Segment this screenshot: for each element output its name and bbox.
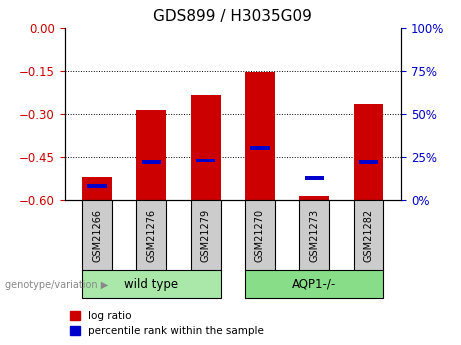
Bar — [196, 159, 215, 162]
Text: GSM21279: GSM21279 — [201, 209, 211, 262]
FancyBboxPatch shape — [82, 200, 112, 271]
Text: GSM21266: GSM21266 — [92, 209, 102, 262]
FancyBboxPatch shape — [245, 270, 384, 298]
Legend: log ratio, percentile rank within the sample: log ratio, percentile rank within the sa… — [70, 311, 264, 336]
Text: GSM21282: GSM21282 — [364, 209, 373, 262]
Title: GDS899 / H3035G09: GDS899 / H3035G09 — [154, 9, 312, 24]
Text: genotype/variation ▶: genotype/variation ▶ — [5, 280, 108, 289]
Bar — [305, 176, 324, 179]
Bar — [142, 160, 161, 164]
Bar — [354, 104, 384, 200]
Text: AQP1-/-: AQP1-/- — [292, 278, 337, 291]
Bar — [250, 147, 270, 150]
Bar — [88, 185, 107, 188]
FancyBboxPatch shape — [354, 200, 384, 271]
Bar — [245, 72, 275, 200]
Text: GSM21273: GSM21273 — [309, 209, 319, 262]
Bar — [136, 110, 166, 200]
FancyBboxPatch shape — [191, 200, 221, 271]
Text: GSM21270: GSM21270 — [255, 209, 265, 262]
FancyBboxPatch shape — [82, 270, 221, 298]
Bar — [191, 95, 221, 200]
FancyBboxPatch shape — [299, 200, 329, 271]
FancyBboxPatch shape — [136, 200, 166, 271]
Text: GSM21276: GSM21276 — [147, 209, 156, 262]
FancyBboxPatch shape — [245, 200, 275, 271]
Bar — [82, 177, 112, 200]
Bar — [359, 160, 378, 164]
Bar — [299, 196, 329, 200]
Text: wild type: wild type — [124, 278, 178, 291]
